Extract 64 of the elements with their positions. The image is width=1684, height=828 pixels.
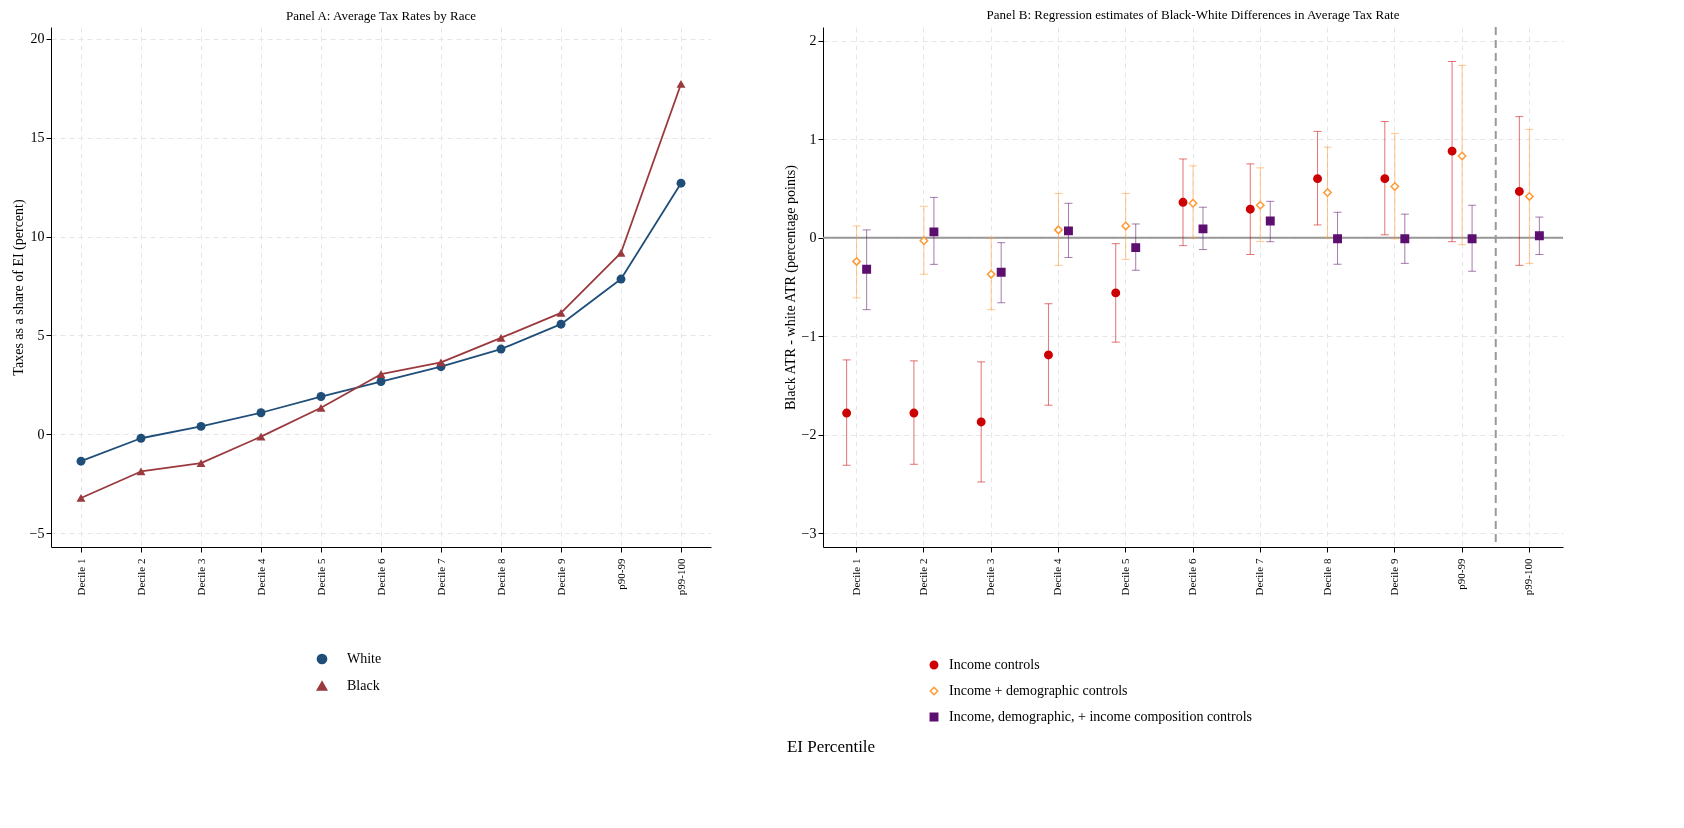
legend-label: Income + demographic controls: [949, 683, 1128, 698]
x-tick-label: Decile 4: [254, 558, 267, 596]
point: [616, 248, 626, 257]
y-tick-label: 1: [809, 131, 817, 147]
point: [76, 456, 86, 466]
point: [556, 309, 566, 317]
x-tick-label: Decile 2: [134, 558, 147, 596]
x-tick-label: p90-99: [614, 558, 627, 590]
point: [256, 432, 266, 441]
x-tick-label: Decile 6: [374, 558, 387, 596]
point: [136, 467, 146, 476]
y-tick-label: 20: [30, 31, 45, 47]
point: [676, 80, 686, 88]
x-tick-label: p90-99: [1455, 558, 1468, 590]
point: [616, 274, 626, 284]
x-tick-label: Decile 7: [434, 558, 447, 596]
point: [136, 433, 146, 443]
x-tick-label: Decile 5: [1118, 558, 1131, 596]
x-tick-label: Decile 3: [194, 558, 207, 596]
y-tick-label: 0: [809, 230, 817, 246]
legend-label: Income controls: [949, 657, 1040, 672]
x-tick-label: p99-100: [674, 558, 687, 596]
x-tick-label: Decile 3: [984, 558, 997, 596]
x-tick-label: p99-100: [1522, 558, 1535, 596]
y-tick-label: 2: [809, 33, 817, 49]
legend-label: Black: [347, 678, 380, 693]
point: [76, 494, 86, 502]
x-tick-label: Decile 6: [1186, 558, 1198, 596]
x-tick-label: Decile 1: [74, 558, 87, 596]
y-axis-title: Taxes as a share of EI (percent): [10, 199, 27, 376]
y-tick-label: 0: [37, 426, 45, 442]
y-tick-label: −2: [801, 427, 817, 443]
point: [436, 358, 446, 367]
point: [316, 403, 326, 412]
point: [196, 421, 206, 431]
point: [316, 392, 326, 401]
point: [676, 178, 686, 188]
x-tick-label: Decile 9: [554, 558, 567, 596]
point: [256, 408, 266, 418]
y-tick-label: −5: [29, 525, 45, 541]
y-axis-title: Black ATR - white ATR (percentage points): [782, 164, 799, 410]
y-tick-label: 15: [30, 130, 45, 146]
y-tick-label: −1: [801, 328, 817, 344]
y-tick-label: 10: [30, 229, 45, 245]
x-tick-label: Decile 9: [1387, 558, 1400, 596]
x-tick-label: Decile 7: [1253, 558, 1266, 596]
y-tick-label: −3: [801, 525, 817, 541]
x-tick-label: Decile 8: [1320, 558, 1333, 596]
point: [556, 319, 566, 329]
chart-title: Panel A: Average Tax Rates by Race: [286, 8, 477, 23]
x-axis-title: EI Percentile: [786, 737, 876, 756]
point: [496, 344, 506, 354]
legend-label: White: [347, 651, 382, 666]
x-tick-label: Decile 5: [314, 558, 327, 596]
x-tick-label: Decile 8: [494, 558, 507, 596]
x-tick-label: Decile 1: [849, 558, 862, 596]
x-tick-label: Decile 4: [1051, 558, 1064, 596]
point: [376, 370, 386, 379]
legend-label: Income, demographic, + income composition controls: [949, 709, 1252, 724]
point: [496, 333, 506, 342]
point: [196, 459, 206, 468]
x-tick-label: Decile 2: [916, 558, 929, 596]
chart-title: Panel B: Regression estimates of Black-White Differences in Average Tax Rate: [986, 7, 1400, 22]
y-tick-label: 5: [37, 327, 45, 343]
